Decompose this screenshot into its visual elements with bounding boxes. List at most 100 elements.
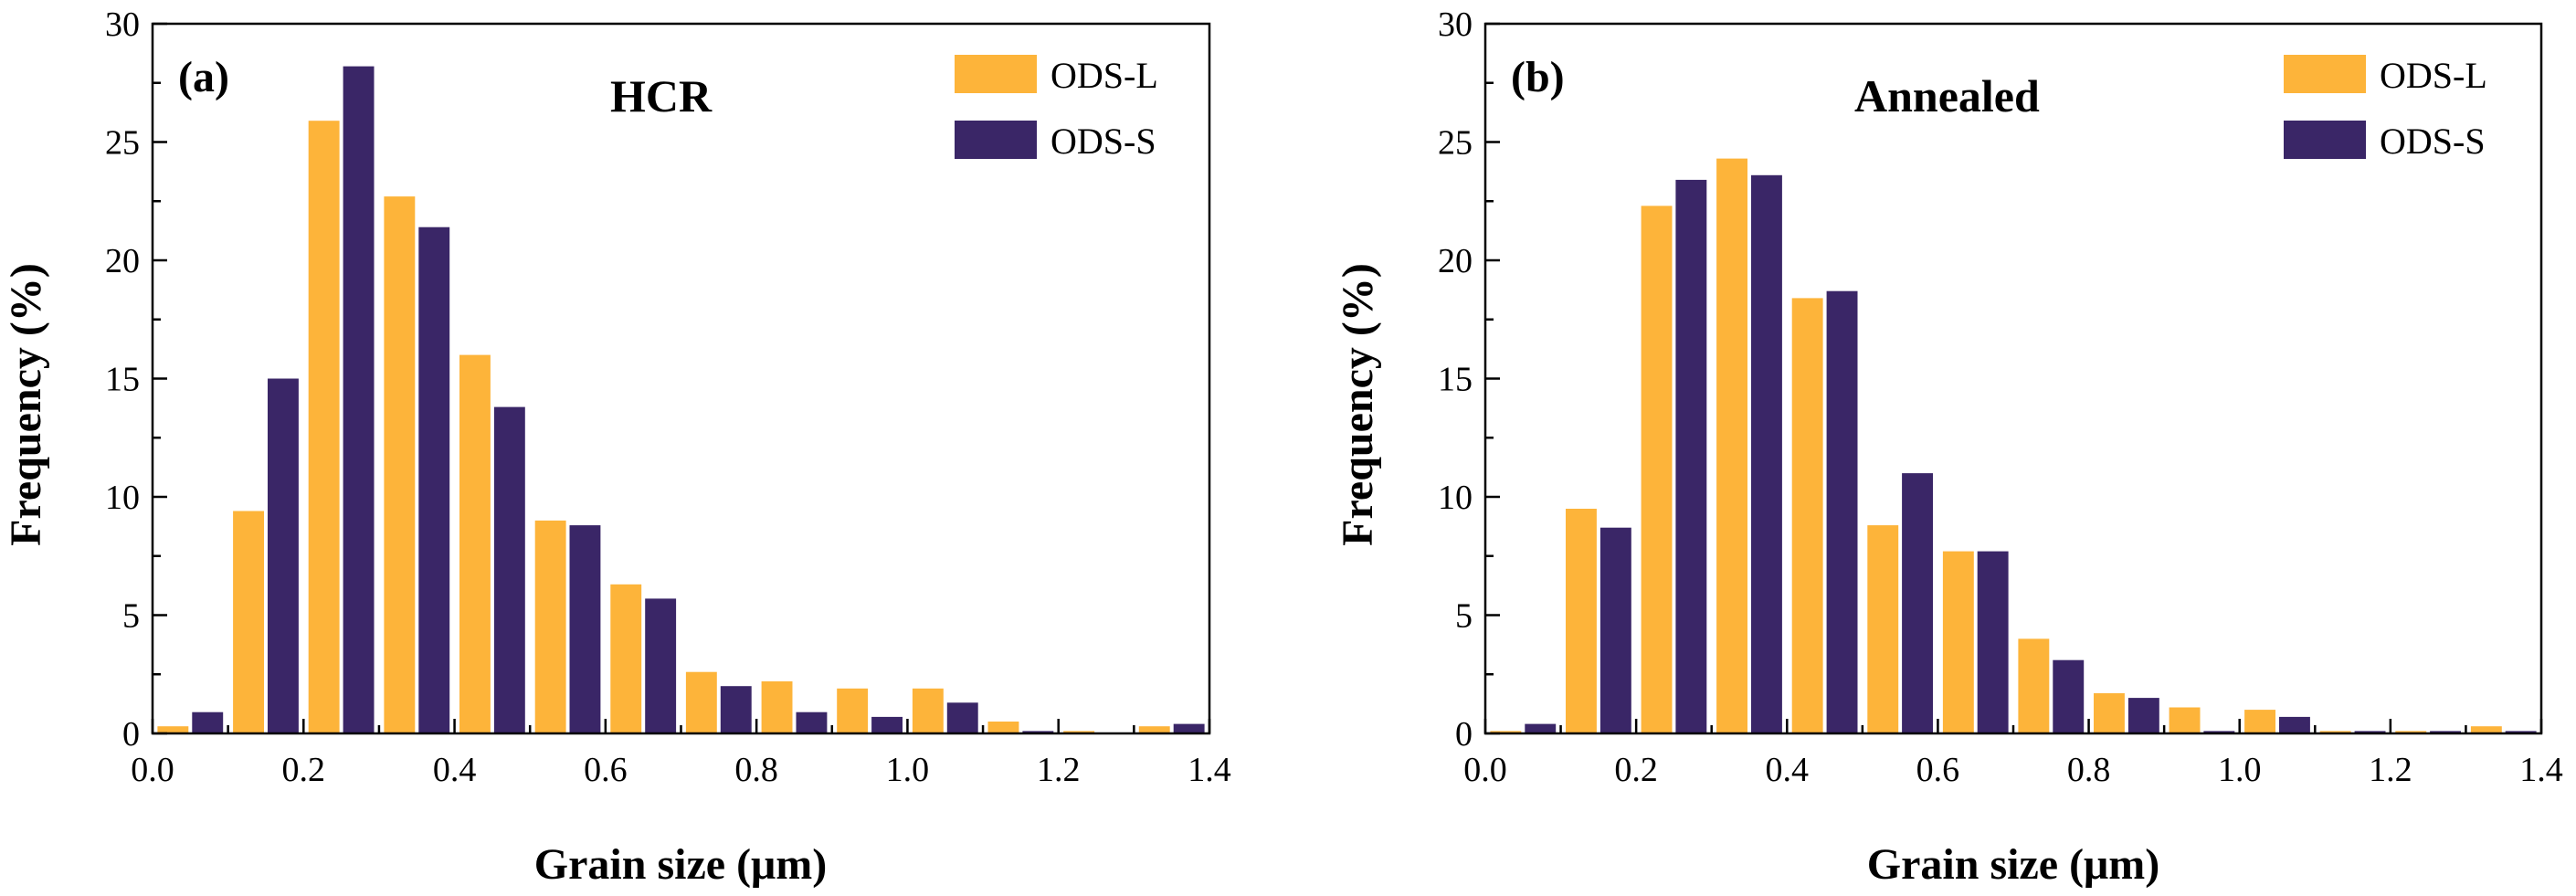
x-tick-label: 1.4	[1188, 751, 1231, 789]
bar-ods-s-1.25	[2430, 731, 2461, 733]
bar-ods-l-0.85	[761, 681, 793, 733]
chart-title: Annealed	[1854, 70, 2040, 121]
bar-ods-s-0.55	[1902, 473, 1933, 733]
y-axis-title: Frequency (%)	[1334, 263, 1382, 546]
legend-swatch-ods-s	[2284, 121, 2366, 159]
bar-ods-s-0.45	[493, 406, 525, 733]
legend-label-ods-s: ODS-S	[1050, 121, 1156, 162]
y-tick-label: 10	[105, 479, 140, 517]
bar-ods-l-1.25	[1063, 731, 1095, 733]
y-axis-title: Frequency (%)	[2, 263, 50, 546]
bar-ods-s-0.25	[343, 66, 375, 734]
bar-ods-l-1.05	[912, 688, 944, 733]
y-tick-label: 30	[1438, 5, 1473, 44]
bar-ods-s-1.05	[946, 702, 978, 733]
bar-ods-l-0.25	[308, 121, 340, 733]
bar-ods-s-0.65	[645, 598, 677, 733]
x-tick-label: 0.0	[131, 751, 174, 789]
bar-ods-l-1.25	[2395, 731, 2427, 733]
bar-ods-s-0.05	[192, 712, 224, 733]
bar-ods-s-1.35	[2505, 731, 2537, 733]
panel-label: (b)	[1511, 53, 1565, 101]
bar-ods-l-0.05	[1490, 731, 1522, 733]
panel-label: (a)	[178, 53, 229, 101]
bar-ods-l-1.35	[2470, 726, 2502, 733]
bar-ods-l-0.55	[1867, 525, 1899, 733]
x-tick-label: 0.8	[734, 751, 778, 789]
y-tick-label: 30	[105, 5, 140, 44]
bars-group	[157, 66, 1205, 734]
y-tick-label: 20	[1438, 242, 1473, 280]
bar-ods-l-0.15	[1566, 509, 1597, 733]
y-tick-label: 15	[1438, 361, 1473, 399]
bar-ods-l-0.45	[1791, 298, 1823, 733]
bar-ods-s-0.15	[268, 378, 299, 733]
x-axis-title: Grain size (μm)	[534, 840, 827, 889]
bar-ods-l-1.15	[987, 722, 1019, 733]
legend-swatch-ods-l	[2284, 55, 2366, 93]
x-tick-label: 0.6	[584, 751, 628, 789]
bar-ods-s-1.05	[2279, 716, 2310, 733]
legend-label-ods-l: ODS-L	[2380, 55, 2487, 96]
bar-ods-s-0.75	[720, 686, 752, 733]
bar-ods-s-0.85	[796, 712, 828, 733]
y-tick-label: 20	[105, 242, 140, 280]
bar-ods-s-1.15	[1022, 731, 1054, 733]
x-tick-label: 1.2	[2369, 751, 2412, 789]
x-tick-label: 1.2	[1037, 751, 1081, 789]
bar-ods-s-0.95	[2203, 731, 2235, 733]
legend-swatch-ods-s	[955, 121, 1037, 159]
bar-ods-l-0.85	[2094, 693, 2125, 733]
y-tick-label: 5	[1455, 597, 1473, 636]
bar-ods-l-0.35	[1716, 158, 1747, 734]
y-tick-label: 25	[1438, 124, 1473, 163]
bar-ods-s-0.35	[418, 227, 450, 733]
x-tick-label: 0.2	[1614, 751, 1658, 789]
bar-ods-l-0.45	[459, 354, 491, 733]
bar-ods-s-1.35	[1173, 723, 1205, 733]
bar-ods-l-0.15	[233, 511, 264, 733]
legend: ODS-L ODS-S	[2284, 55, 2487, 162]
bar-ods-l-0.35	[384, 196, 416, 734]
bar-ods-l-1.15	[2319, 731, 2351, 733]
x-tick-label: 0.4	[433, 751, 477, 789]
bar-ods-s-0.45	[1826, 290, 1858, 733]
bar-ods-l-0.55	[534, 520, 566, 733]
chart-panel-hcr: 0.0 0.2 0.4 0.6 0.8 1.0 1.2 1.4 0 5 10 15 20 25 30 (a)…	[2, 5, 1231, 889]
chart-title: HCR	[610, 70, 713, 121]
y-tick-label: 0	[122, 715, 140, 754]
x-tick-label: 0.8	[2067, 751, 2111, 789]
bar-ods-l-1.05	[2244, 710, 2275, 733]
x-tick-label: 0.4	[1766, 751, 1810, 789]
ticks-group: 0.0 0.2 0.4 0.6 0.8 1.0 1.2 1.4 0 5 10 15 20 25 30	[1438, 5, 2563, 789]
x-tick-label: 1.4	[2519, 751, 2563, 789]
legend: ODS-L ODS-S	[955, 55, 1158, 162]
bar-ods-s-0.75	[2053, 659, 2085, 733]
bar-ods-s-0.35	[1751, 174, 1782, 734]
bar-ods-s-0.05	[1525, 723, 1557, 733]
bar-ods-l-0.25	[1641, 206, 1673, 733]
bar-ods-s-0.55	[569, 525, 601, 733]
x-tick-label: 0.0	[1463, 751, 1507, 789]
x-tick-label: 1.0	[886, 751, 930, 789]
bar-ods-l-0.75	[2018, 638, 2050, 733]
legend-label-ods-l: ODS-L	[1050, 55, 1158, 96]
bar-ods-s-0.65	[1977, 551, 2009, 733]
y-tick-label: 25	[105, 124, 140, 163]
x-tick-label: 1.0	[2218, 751, 2262, 789]
bar-ods-s-0.85	[2127, 698, 2159, 733]
y-tick-label: 10	[1438, 479, 1473, 517]
bar-ods-l-0.75	[685, 671, 717, 733]
chart-panel-annealed: 0.0 0.2 0.4 0.6 0.8 1.0 1.2 1.4 0 5 10 15 20 25 30 (b)…	[1334, 5, 2563, 889]
x-tick-label: 0.6	[1916, 751, 1960, 789]
y-tick-label: 15	[105, 361, 140, 399]
bar-ods-s-0.95	[871, 716, 903, 733]
bars-group	[1490, 158, 2537, 734]
bar-ods-l-1.35	[1138, 726, 1170, 733]
bar-ods-s-1.15	[2354, 731, 2386, 733]
bar-ods-s-0.15	[1599, 527, 1631, 733]
bar-ods-l-0.95	[837, 688, 869, 733]
y-tick-label: 5	[122, 597, 140, 636]
bar-ods-l-0.05	[157, 726, 189, 733]
